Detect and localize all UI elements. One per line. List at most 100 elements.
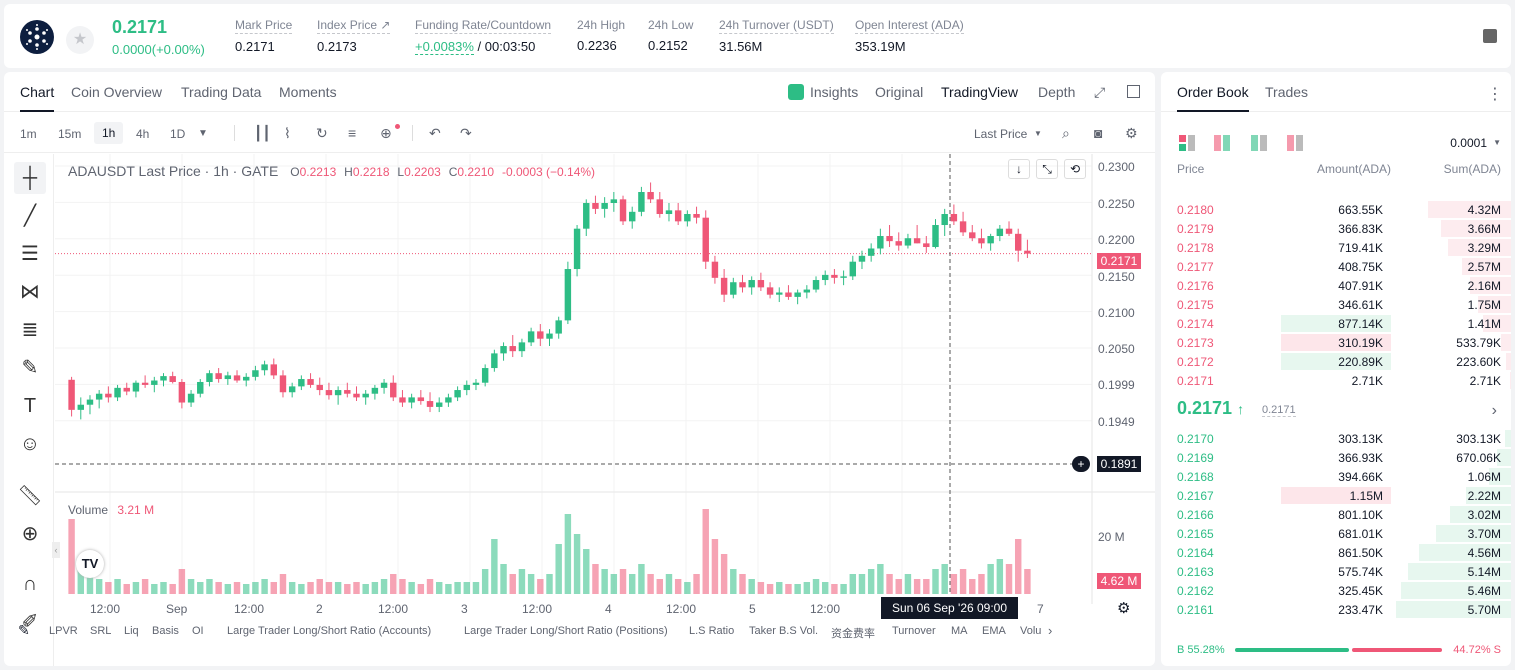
- price-type-select[interactable]: Last Price: [974, 127, 1028, 141]
- view-asks-icon[interactable]: [1214, 135, 1230, 151]
- favorite-star-icon[interactable]: ★: [66, 26, 94, 54]
- pen-lock-tool-icon[interactable]: ✐: [21, 611, 39, 633]
- view-insights[interactable]: Insights: [810, 84, 859, 100]
- crosshair-tool-icon[interactable]: ┼: [14, 162, 46, 194]
- template-icon[interactable]: ≡: [348, 125, 357, 141]
- indicator-lpvr[interactable]: LPVR: [49, 625, 78, 637]
- orderbook-row[interactable]: 0.2164 861.50K 4.56M: [1161, 543, 1511, 562]
- orderbook-row[interactable]: 0.2163 575.74K 5.14M: [1161, 562, 1511, 581]
- tab-moments[interactable]: Moments: [279, 84, 337, 100]
- chevron-down-icon[interactable]: ▼: [1034, 129, 1042, 138]
- reset-view-icon[interactable]: ⟲: [1064, 159, 1086, 179]
- chevron-down-icon[interactable]: ▼: [1493, 138, 1501, 147]
- timeframe-1d[interactable]: 1D: [170, 127, 186, 141]
- stat-index-price[interactable]: Index Price ↗ 0.2173: [317, 18, 391, 54]
- view-depth-icon[interactable]: [1287, 135, 1303, 151]
- orderbook-row[interactable]: 0.2178 719.41K 3.29M: [1161, 238, 1511, 257]
- view-both-icon[interactable]: [1179, 135, 1195, 151]
- volume-bar: [776, 582, 783, 594]
- indicator-turnover[interactable]: Turnover: [892, 625, 936, 637]
- camera-icon[interactable]: ◙: [1094, 125, 1103, 141]
- timeframe-1h[interactable]: 1h: [94, 122, 124, 144]
- view-tradingview[interactable]: TradingView: [941, 84, 1019, 100]
- more-options-icon[interactable]: ⋮: [1487, 86, 1503, 103]
- orderbook-row[interactable]: 0.2165 681.01K 3.70M: [1161, 524, 1511, 543]
- indicator-srl[interactable]: SRL: [90, 625, 112, 637]
- orderbook-row[interactable]: 0.2161 233.47K 5.70M: [1161, 600, 1511, 619]
- scroll-down-icon[interactable]: ↓: [1008, 159, 1030, 179]
- timeframe-dropdown-icon[interactable]: ▼: [198, 128, 208, 139]
- horizontal-lines-tool-icon[interactable]: ☰: [21, 243, 39, 265]
- indicator-large-trader-accounts[interactable]: Large Trader Long/Short Ratio (Accounts): [227, 625, 432, 637]
- collapse-icon[interactable]: ⤡: [1036, 159, 1058, 179]
- trendline-tool-icon[interactable]: ╱: [23, 205, 37, 227]
- orderbook-row[interactable]: 0.2170 303.13K 303.13K: [1161, 429, 1511, 448]
- chevron-right-icon[interactable]: ›: [1491, 402, 1497, 419]
- view-depth[interactable]: Depth: [1038, 84, 1076, 100]
- tab-coin-overview[interactable]: Coin Overview: [71, 84, 163, 100]
- indicator-volume[interactable]: Volu: [1020, 625, 1042, 637]
- chevron-right-icon[interactable]: ›: [1048, 623, 1053, 638]
- indicator-basis[interactable]: Basis: [152, 625, 179, 637]
- funding-rate-value[interactable]: +0.0083%: [415, 39, 474, 55]
- tab-trades[interactable]: Trades: [1265, 84, 1309, 100]
- brush-tool-icon[interactable]: ✎: [21, 357, 39, 379]
- view-original[interactable]: Original: [875, 84, 924, 100]
- orderbook-row[interactable]: 0.2179 366.83K 3.66M: [1161, 219, 1511, 238]
- row-price: 0.2163: [1177, 565, 1214, 579]
- add-indicator-icon[interactable]: ⊕: [380, 125, 392, 141]
- orderbook-row[interactable]: 0.2177 408.75K 2.57M: [1161, 257, 1511, 276]
- price-chart[interactable]: [55, 154, 1155, 666]
- orderbook-row[interactable]: 0.2175 346.61K 1.75M: [1161, 295, 1511, 314]
- precision-select[interactable]: 0.0001: [1450, 136, 1487, 150]
- indicator-oi[interactable]: OI: [192, 625, 204, 637]
- indicator-liq[interactable]: Liq: [124, 625, 139, 637]
- text-tool-icon[interactable]: T: [23, 395, 37, 417]
- zoom-in-tool-icon[interactable]: ⊕: [21, 523, 39, 545]
- indicator-ma[interactable]: MA: [951, 625, 968, 637]
- orderbook-row[interactable]: 0.2172 220.89K 223.60K: [1161, 352, 1511, 371]
- timeframe-15m[interactable]: 15m: [58, 127, 82, 141]
- orderbook-row[interactable]: 0.2174 877.14K 1.41M: [1161, 314, 1511, 333]
- tab-trading-data[interactable]: Trading Data: [181, 84, 262, 100]
- tab-chart[interactable]: Chart: [20, 84, 55, 112]
- orderbook-row[interactable]: 0.2173 310.19K 533.79K: [1161, 333, 1511, 352]
- orderbook-row[interactable]: 0.2171 2.71K 2.71K: [1161, 371, 1511, 390]
- timeframe-4h[interactable]: 4h: [136, 127, 150, 141]
- orderbook-row[interactable]: 0.2168 394.66K 1.06M: [1161, 467, 1511, 486]
- orderbook-row[interactable]: 0.2162 325.45K 5.46M: [1161, 581, 1511, 600]
- candle-type-icon[interactable]: ┃┃: [254, 125, 271, 141]
- pattern-tool-icon[interactable]: ⋈: [20, 281, 40, 303]
- mid-price[interactable]: 0.2171 ↑: [1177, 398, 1245, 418]
- indicator-funding-rate[interactable]: 资金费率: [831, 628, 875, 640]
- undo-icon[interactable]: ↶: [429, 125, 441, 141]
- search-icon[interactable]: ⌕: [1062, 125, 1070, 141]
- indicator-ls-ratio[interactable]: L.S Ratio: [689, 625, 735, 637]
- ruler-tool-icon[interactable]: 📏︎: [17, 485, 43, 507]
- indicator-ema[interactable]: EMA: [982, 625, 1006, 637]
- orderbook-row[interactable]: 0.2169 366.93K 670.06K: [1161, 448, 1511, 467]
- magnet-tool-icon[interactable]: ∩: [22, 573, 38, 595]
- collapse-left-icon[interactable]: ‹: [52, 542, 60, 558]
- indicator-taker-vol[interactable]: Taker B.S Vol.: [749, 625, 819, 637]
- fib-tool-icon[interactable]: ≣: [21, 319, 39, 341]
- add-alert-icon[interactable]: +: [1072, 456, 1090, 472]
- orderbook-row[interactable]: 0.2166 801.10K 3.02M: [1161, 505, 1511, 524]
- refresh-icon[interactable]: ↻: [316, 125, 328, 141]
- expand-icon[interactable]: ⤢: [1094, 84, 1106, 100]
- view-bids-icon[interactable]: [1251, 135, 1267, 151]
- settings-gear-icon[interactable]: ⚙: [1125, 125, 1138, 141]
- timeframe-1m[interactable]: 1m: [20, 127, 37, 141]
- time-settings-icon[interactable]: ⚙: [1117, 600, 1131, 617]
- window-icon[interactable]: [1127, 85, 1140, 98]
- redo-icon[interactable]: ↷: [460, 125, 472, 141]
- emoji-tool-icon[interactable]: ☺: [19, 433, 41, 455]
- orderbook-row[interactable]: 0.2176 407.91K 2.16M: [1161, 276, 1511, 295]
- book-icon[interactable]: [1483, 29, 1497, 43]
- tab-order-book[interactable]: Order Book: [1177, 84, 1249, 112]
- indicator-large-trader-positions[interactable]: Large Trader Long/Short Ratio (Positions…: [464, 625, 668, 637]
- orderbook-row[interactable]: 0.2167 1.15M 2.22M: [1161, 486, 1511, 505]
- orderbook-row[interactable]: 0.2180 663.55K 4.32M: [1161, 200, 1511, 219]
- edit-indicators-icon[interactable]: ✎: [18, 622, 30, 638]
- indicators-icon[interactable]: ⌇: [284, 125, 291, 141]
